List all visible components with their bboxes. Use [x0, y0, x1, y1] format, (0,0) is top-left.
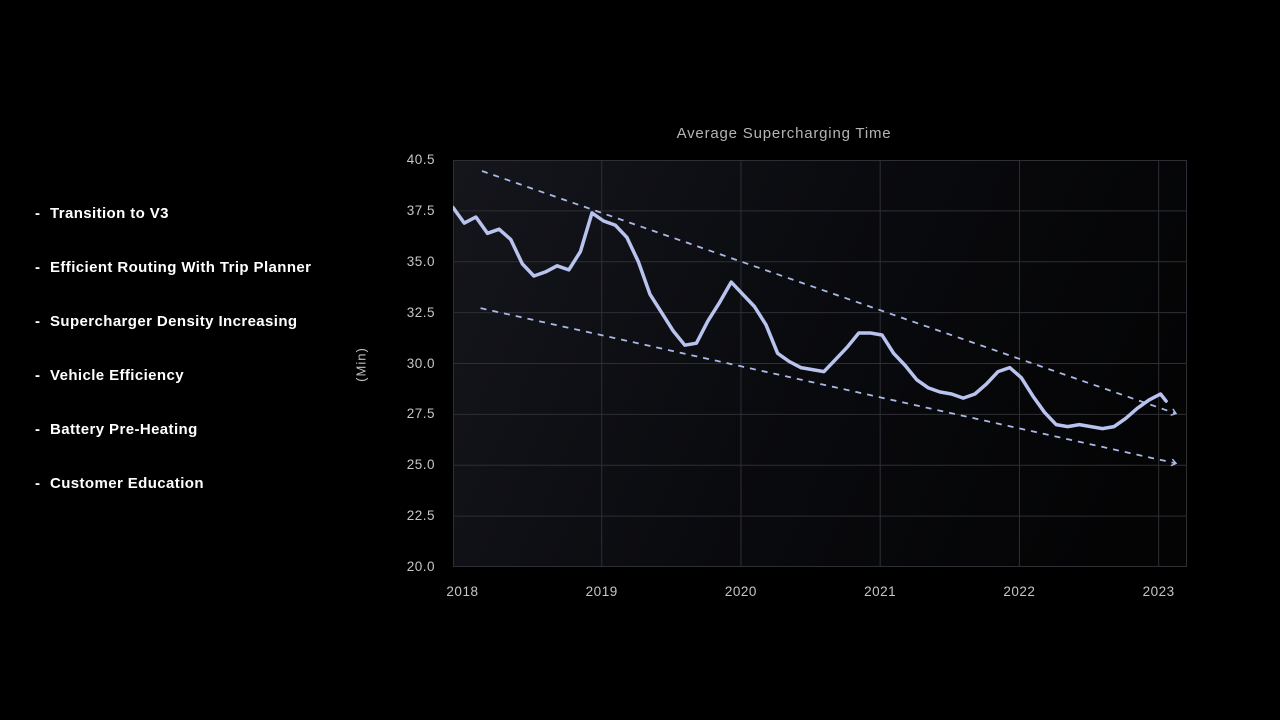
x-tick-label: 2022: [1003, 584, 1036, 599]
plot-border: [453, 160, 1187, 567]
bullet-dash: -: [35, 367, 41, 384]
bullet-label: Vehicle Efficiency: [50, 367, 184, 384]
y-axis-title: (Min): [353, 347, 369, 382]
x-tick-label: 2021: [864, 584, 897, 599]
y-tick-label: 30.0: [406, 355, 435, 371]
y-tick-label: 32.5: [406, 304, 435, 320]
y-tick-label: 22.5: [406, 508, 435, 524]
bullet-item: - Battery Pre-Heating: [35, 421, 311, 439]
bullet-label: Customer Education: [50, 475, 204, 492]
data-line-average-supercharging-time: [453, 205, 1168, 431]
trendline-lower-envelope: [480, 307, 1178, 467]
bullet-item: - Vehicle Efficiency: [35, 367, 311, 385]
bullet-dash: -: [35, 205, 41, 222]
bullet-item: - Efficient Routing With Trip Planner: [35, 259, 311, 277]
y-tick-label: 35.0: [406, 253, 435, 269]
chart-title: Average Supercharging Time: [676, 125, 892, 142]
trendline-upper-envelope: [481, 170, 1178, 416]
supercharging-time-line-chart: [453, 160, 1187, 567]
x-tick-label: 2023: [1142, 584, 1175, 599]
y-tick-label: 40.5: [406, 152, 435, 167]
x-tick-label: 2018: [446, 584, 479, 599]
bullet-dash: -: [35, 421, 41, 438]
bullet-item: - Customer Education: [35, 475, 311, 493]
plot-area: [453, 160, 1187, 567]
bullet-label: Transition to V3: [50, 205, 169, 222]
y-tick-label: 20.0: [406, 559, 435, 574]
bullet-item: - Transition to V3: [35, 205, 311, 223]
bullet-dash: -: [35, 259, 41, 276]
bullet-item: - Supercharger Density Increasing: [35, 313, 311, 331]
bullet-list: - Transition to V3 - Efficient Routing W…: [35, 205, 311, 529]
y-tick-label: 27.5: [406, 406, 435, 422]
x-tick-label: 2020: [724, 584, 757, 599]
x-tick-label: 2019: [585, 584, 618, 599]
bullet-label: Efficient Routing With Trip Planner: [50, 259, 312, 276]
bullet-label: Supercharger Density Increasing: [50, 313, 298, 330]
bullet-label: Battery Pre-Heating: [50, 421, 198, 438]
bullet-dash: -: [35, 475, 41, 492]
y-tick-label: 37.5: [406, 202, 435, 218]
y-tick-label: 25.0: [406, 457, 435, 473]
bullet-dash: -: [35, 313, 41, 330]
